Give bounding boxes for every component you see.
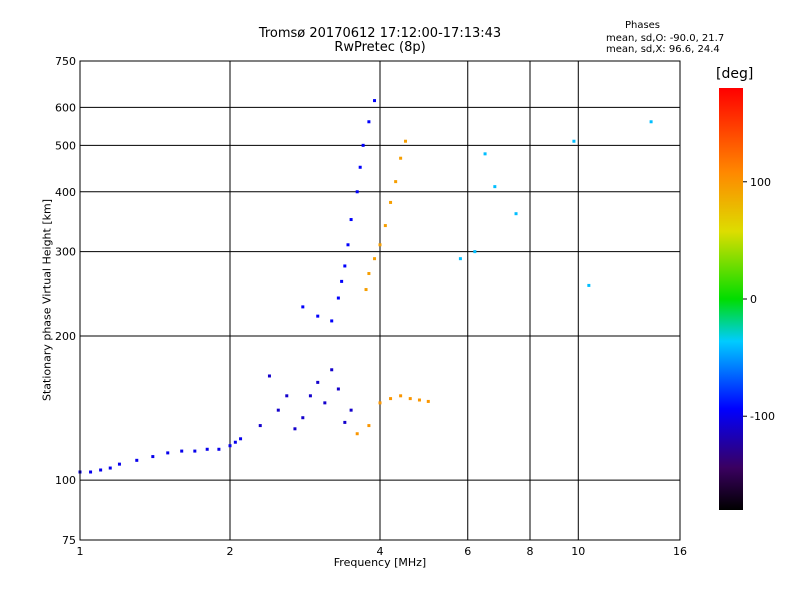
data-point [572, 139, 576, 143]
data-point [316, 380, 320, 384]
data-point [316, 314, 320, 318]
colorbar [719, 88, 743, 510]
chart-title: Tromsø 20170612 17:12:00-17:13:43 [258, 26, 502, 41]
data-point [367, 424, 371, 428]
phase-stats-heading: Phases [624, 20, 661, 31]
data-point [239, 437, 243, 441]
x-tick-label: 6 [464, 545, 471, 558]
data-point [367, 120, 371, 124]
series-group [78, 437, 243, 474]
data-point [336, 296, 340, 300]
data-point [267, 374, 271, 378]
x-axis-label: Frequency [MHz] [333, 556, 427, 569]
data-point [285, 394, 289, 398]
y-tick-label: 100 [55, 474, 76, 487]
colorbar-tick-label: 0 [750, 293, 757, 306]
data-point [166, 451, 170, 455]
x-tick-label: 4 [377, 545, 384, 558]
data-point [417, 398, 421, 402]
data-point [367, 272, 371, 276]
data-point [293, 427, 297, 431]
data-point [343, 420, 347, 424]
phase-stats-o: mean, sd,O: -90.0, 21.7 [606, 33, 725, 44]
series-group [364, 139, 407, 292]
data-point [301, 305, 305, 309]
data-point [117, 462, 121, 466]
data-point [151, 455, 155, 459]
y-tick-label: 75 [62, 534, 76, 547]
data-point [364, 288, 368, 292]
data-point [349, 218, 353, 222]
series-group [258, 368, 353, 431]
data-point [399, 156, 403, 160]
y-tick-label: 200 [55, 330, 76, 343]
data-point [378, 401, 382, 405]
data-point [587, 283, 591, 287]
x-tick-label: 10 [571, 545, 585, 558]
colorbar-tick-label: -100 [750, 410, 775, 423]
x-tick-label: 1 [77, 545, 84, 558]
y-tick-label: 300 [55, 246, 76, 259]
data-point [205, 447, 209, 451]
data-point [301, 416, 305, 420]
data-point [426, 399, 430, 403]
data-point [514, 212, 518, 216]
series-group [458, 120, 653, 287]
data-point [373, 257, 377, 261]
chart-subtitle: RwPretec (8p) [334, 40, 426, 55]
data-point [217, 447, 221, 451]
data-point [458, 257, 462, 261]
x-tick-label: 8 [527, 545, 534, 558]
data-point [346, 243, 350, 247]
data-point [355, 190, 359, 194]
data-point [340, 279, 344, 283]
x-tick-label: 16 [673, 545, 687, 558]
data-point [473, 250, 477, 254]
data-point [361, 143, 365, 147]
x-tick-label: 2 [227, 545, 234, 558]
data-point [378, 243, 382, 247]
y-tick-label: 750 [55, 55, 76, 68]
colorbar-unit-label: [deg] [716, 66, 754, 82]
data-point [343, 264, 347, 268]
data-point [383, 224, 387, 228]
data-point [389, 200, 393, 204]
data-point [330, 319, 334, 323]
data-point [373, 99, 377, 103]
data-point [89, 470, 93, 474]
data-point [355, 432, 359, 436]
data-point [349, 408, 353, 412]
data-point [493, 185, 497, 189]
data-point [389, 397, 393, 401]
data-point [399, 394, 403, 398]
data-point [108, 466, 112, 470]
data-point [323, 401, 327, 405]
phase-stats-x: mean, sd,X: 96.6, 24.4 [606, 44, 720, 55]
data-point [228, 444, 232, 448]
data-point [483, 152, 487, 156]
data-point [403, 139, 407, 143]
data-point [99, 468, 103, 472]
series-group [301, 99, 377, 323]
y-tick-label: 500 [55, 139, 76, 152]
data-point [308, 394, 312, 398]
data-point [258, 424, 262, 428]
y-tick-label: 400 [55, 186, 76, 199]
data-point [330, 368, 334, 372]
data-point [408, 397, 412, 401]
data-point [180, 449, 184, 453]
data-point [394, 180, 398, 184]
plot-frame [79, 60, 681, 541]
data-point [233, 440, 237, 444]
data-point [649, 120, 653, 124]
data-point [336, 387, 340, 391]
colorbar-tick-label: 100 [750, 176, 771, 189]
data-point [193, 449, 197, 453]
series-group [355, 394, 430, 436]
data-point [276, 408, 280, 412]
y-tick-label: 600 [55, 101, 76, 114]
data-point [135, 458, 139, 462]
data-point [358, 165, 362, 169]
